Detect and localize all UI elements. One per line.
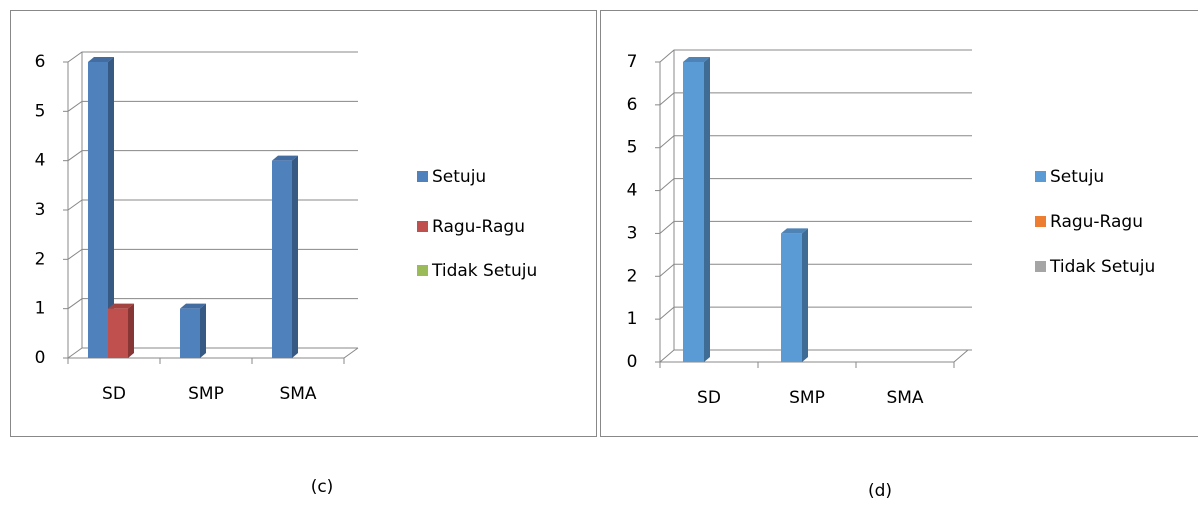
legend-label: Setuju [432, 167, 486, 187]
bar-side [200, 303, 206, 358]
legend-label: Ragu-Ragu [1050, 212, 1143, 232]
bar-side [292, 155, 298, 358]
bar-side-shade [292, 155, 298, 358]
bar-side-shade [802, 228, 808, 362]
y-tick-label: 2 [35, 249, 46, 269]
y-tick-label: 1 [35, 299, 46, 319]
bar-top-shade [683, 57, 710, 62]
bar-top [180, 303, 206, 309]
legend-label: Setuju [1050, 167, 1104, 187]
bar-side-shade [128, 303, 134, 358]
legend-swatch [1035, 261, 1046, 272]
bar-top-shade [88, 57, 114, 62]
x-tick-label: SMA [886, 388, 923, 408]
bar [108, 308, 128, 358]
bar-side [128, 303, 134, 358]
y-tick-label: 1 [627, 309, 638, 329]
grid-line [67, 298, 358, 310]
bar [781, 233, 802, 362]
grid-line [659, 92, 972, 106]
bar-top [781, 228, 808, 234]
y-tick-label: 0 [627, 352, 638, 372]
caption: (c) [311, 477, 334, 497]
x-tick-label: SMP [789, 388, 825, 408]
y-tick-label: 3 [627, 223, 638, 243]
grid-line [659, 178, 972, 191]
legend-label: Tidak Setuju [431, 261, 537, 281]
bar-top-shade [180, 303, 206, 309]
y-tick-label: 4 [35, 151, 46, 171]
grid-line [659, 49, 972, 63]
bar [683, 62, 704, 362]
legend-swatch [417, 171, 428, 182]
legend-swatch [1035, 171, 1046, 182]
bar-top-shade [272, 155, 298, 161]
legend-swatch [417, 221, 428, 232]
bar-top [272, 155, 298, 161]
grid-line [659, 349, 972, 363]
bar-top [683, 57, 710, 62]
bar-side [704, 57, 710, 362]
x-tick-label: SMA [279, 384, 316, 404]
caption: (d) [868, 481, 892, 501]
grid-line [659, 135, 972, 149]
bar-top-shade [108, 303, 134, 309]
y-tick-label: 0 [35, 348, 46, 368]
legend-swatch [417, 265, 428, 276]
y-tick-label: 7 [627, 52, 638, 72]
bar-side [108, 57, 114, 358]
grid-line [659, 263, 972, 277]
grid-line [67, 150, 358, 162]
grid-line [659, 306, 972, 320]
bar [272, 160, 292, 358]
grid-line [67, 248, 358, 260]
y-tick-label: 4 [627, 181, 638, 201]
bar-side-shade [108, 57, 114, 358]
bar [88, 62, 108, 358]
legend-label: Tidak Setuju [1049, 257, 1155, 277]
grid-line [67, 199, 358, 211]
bar-top-shade [781, 228, 808, 234]
grid-line [67, 347, 358, 359]
grid-line [67, 51, 358, 63]
y-tick-label: 2 [627, 266, 638, 286]
bar-top [88, 57, 114, 62]
legend-swatch [1035, 216, 1046, 227]
x-tick-label: SMP [188, 384, 224, 404]
y-tick-label: 6 [35, 52, 46, 72]
grid-line [659, 220, 972, 234]
bar-side-shade [200, 303, 206, 358]
bar-top [108, 303, 134, 309]
y-tick-label: 3 [35, 200, 46, 220]
y-tick-label: 5 [35, 101, 46, 121]
bar-side-shade [704, 57, 710, 362]
bar [180, 308, 200, 358]
grid-line [67, 100, 358, 112]
legend-label: Ragu-Ragu [432, 217, 525, 237]
y-tick-label: 5 [627, 138, 638, 158]
bar-side [802, 228, 808, 362]
x-tick-label: SD [697, 388, 721, 408]
y-tick-label: 6 [627, 95, 638, 115]
x-tick-label: SD [102, 384, 126, 404]
